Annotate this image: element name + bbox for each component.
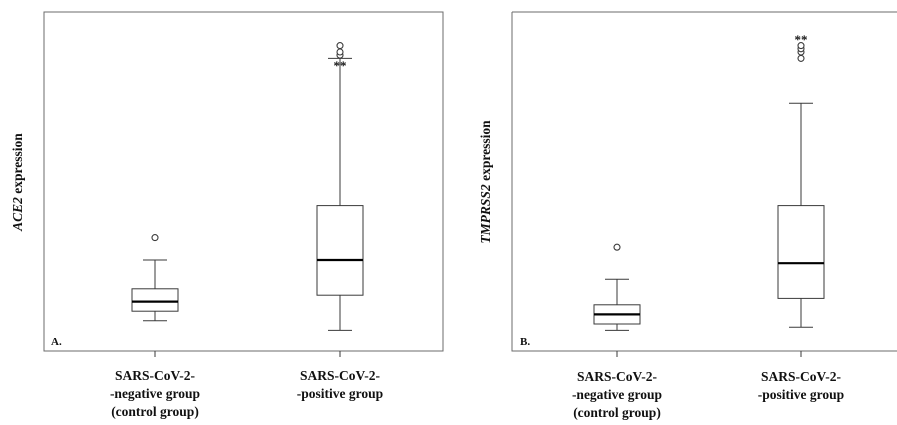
category-labels-a: SARS-CoV-2- -negative group (control group… — [110, 351, 383, 419]
category-label: SARS-CoV-2- — [115, 368, 195, 383]
plot-frame-a — [43, 11, 444, 352]
outlier-point — [151, 234, 159, 242]
category-label: -negative group — [110, 386, 200, 401]
y-axis-label-b: TMPRSS2 expression — [478, 120, 493, 244]
boxes-a: ** — [131, 42, 364, 331]
category-label: -positive group — [297, 386, 383, 401]
category-label: SARS-CoV-2- — [300, 368, 380, 383]
boxes-b: ** — [593, 32, 825, 331]
iqr-box — [131, 288, 179, 312]
significance-marker: ** — [334, 58, 347, 73]
outlier-point — [336, 48, 344, 56]
panel-label-a: A. — [51, 336, 62, 348]
panel-label-b: B. — [520, 336, 530, 348]
outlier-point — [797, 42, 805, 50]
category-labels-b: SARS-CoV-2- -negative group (control group… — [572, 351, 844, 420]
category-label: (control group) — [111, 404, 199, 419]
outlier-point — [336, 42, 344, 50]
significance-marker: ** — [795, 32, 808, 47]
panel-a: ACE2 expression A. ** SARS-CoV-2- -negati… — [10, 11, 444, 419]
category-label: SARS-CoV-2- — [577, 369, 657, 384]
iqr-box — [316, 205, 364, 296]
category-label: -negative group — [572, 387, 662, 402]
outlier-point — [797, 54, 805, 62]
panel-b: TMPRSS2 expression B. ** SARS-CoV-2- -neg… — [478, 11, 897, 420]
outlier-point — [613, 243, 621, 251]
category-label: (control group) — [573, 405, 661, 420]
category-label: SARS-CoV-2- — [761, 369, 841, 384]
y-axis-label-a: ACE2 expression — [10, 133, 25, 232]
plot-frame-b — [511, 12, 897, 352]
category-label: -positive group — [758, 387, 844, 402]
iqr-box — [777, 205, 825, 299]
